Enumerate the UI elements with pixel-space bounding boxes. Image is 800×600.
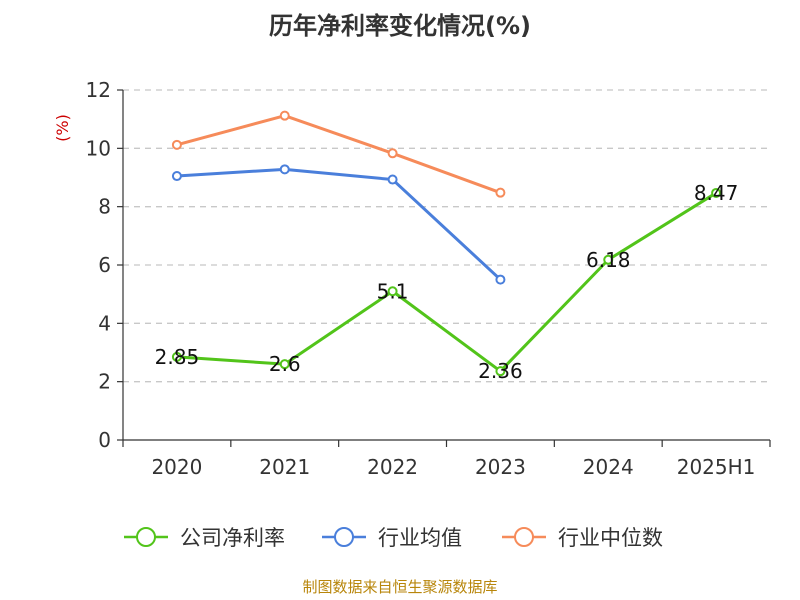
x-tick-label: 2023	[475, 455, 526, 479]
data-point[interactable]	[171, 139, 182, 150]
y-tick-label: 2	[98, 370, 111, 394]
legend-label: 公司净利率	[180, 526, 285, 550]
data-point[interactable]	[171, 171, 182, 182]
data-label: 8.47	[694, 181, 739, 205]
legend-label: 行业均值	[378, 526, 462, 550]
x-tick-label: 2021	[259, 455, 310, 479]
legend-marker-icon	[334, 527, 354, 547]
legend-marker-icon	[136, 527, 156, 547]
y-tick-label: 8	[98, 195, 111, 219]
data-point[interactable]	[495, 187, 506, 198]
legend-label: 行业中位数	[558, 526, 663, 550]
data-point[interactable]	[495, 366, 506, 377]
legend-item-2[interactable]: 行业中位数	[502, 526, 663, 550]
data-label: 2.6	[269, 352, 301, 376]
y-tick-label: 10	[86, 136, 111, 160]
legend[interactable]: 公司净利率 行业均值 行业中位数	[124, 526, 663, 550]
series-1	[171, 164, 506, 285]
series-line	[176, 167, 502, 281]
axes: 0 2 4 6 8 10 12 2020 2021 2022 2023 2024 2025H1	[86, 78, 771, 479]
x-tick-label: 2022	[367, 455, 418, 479]
data-point[interactable]	[603, 254, 614, 265]
y-tick-label: 12	[86, 78, 111, 102]
legend-item-1[interactable]: 行业均值	[322, 526, 462, 550]
series-line	[176, 191, 717, 373]
data-point[interactable]	[387, 286, 398, 297]
data-point[interactable]	[171, 351, 182, 362]
data-point[interactable]	[387, 174, 398, 185]
data-label: 2.36	[478, 359, 523, 383]
y-tick-label: 6	[98, 253, 111, 277]
data-point[interactable]	[387, 148, 398, 159]
x-tick-label: 2025H1	[677, 455, 756, 479]
series-0	[171, 187, 722, 377]
data-label: 6.18	[586, 248, 631, 272]
data-point[interactable]	[711, 187, 722, 198]
data-point[interactable]	[279, 164, 290, 175]
grid-lines	[123, 89, 770, 383]
chart-title: 历年净利率变化情况(%)	[269, 12, 531, 40]
source-note: 制图数据来自恒生聚源数据库	[302, 578, 497, 596]
data-label: 2.85	[155, 345, 200, 369]
legend-marker-icon	[514, 527, 534, 547]
y-tick-label: 0	[98, 428, 111, 452]
series-2	[171, 110, 506, 198]
data-label: 5.1	[377, 279, 409, 303]
x-tick-label: 2024	[583, 455, 634, 479]
series-line	[176, 114, 501, 195]
data-point[interactable]	[495, 274, 506, 285]
legend-item-0[interactable]: 公司净利率	[124, 526, 285, 550]
y-tick-label: 4	[98, 311, 111, 335]
y-axis-unit-label: (%)	[53, 114, 72, 142]
data-point[interactable]	[279, 359, 290, 370]
series-lines	[171, 110, 722, 377]
x-tick-label: 2020	[151, 455, 202, 479]
data-labels: 2.85 2.6 5.1 2.36 6.18 8.47	[155, 181, 739, 383]
data-point[interactable]	[279, 110, 290, 121]
